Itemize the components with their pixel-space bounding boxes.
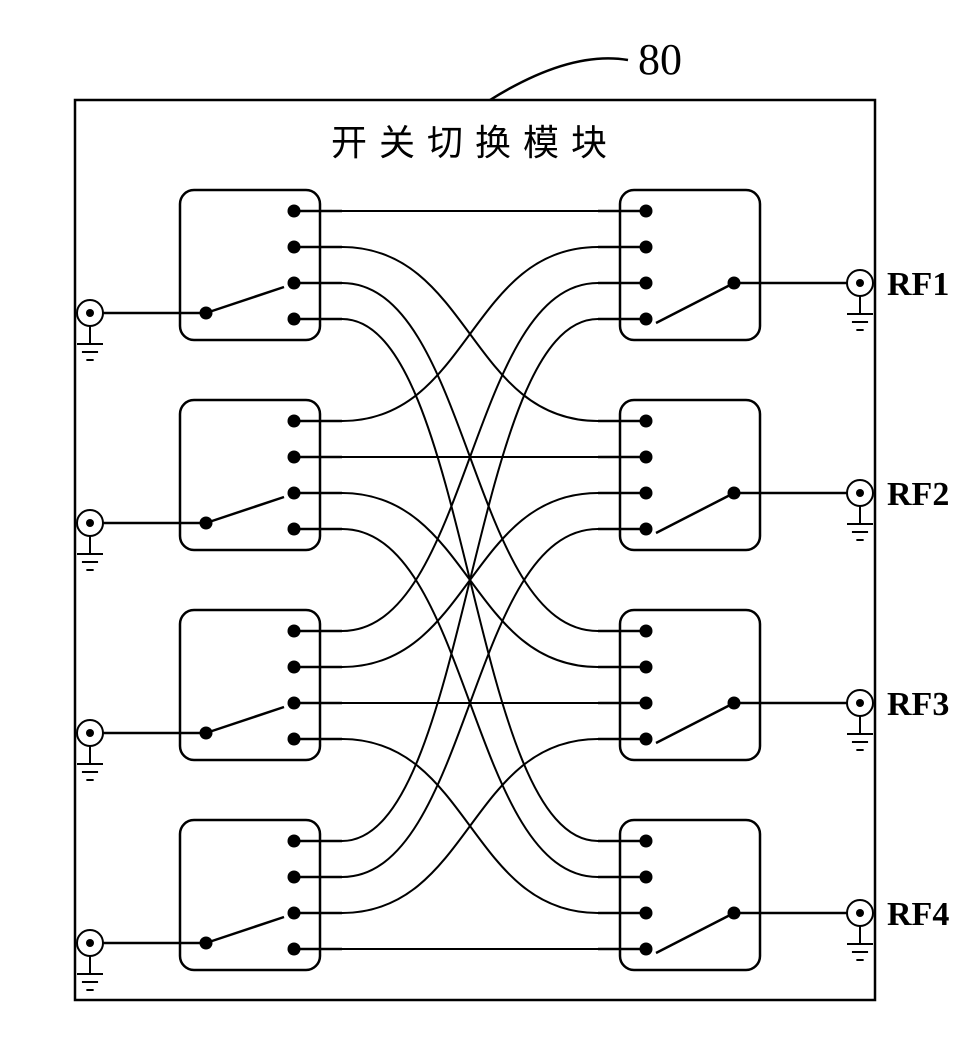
module-title: 开关切换模块 — [331, 123, 619, 163]
diagram-svg: 80 开关切换模块 RF1 RF2 RF3 RF4 — [20, 20, 954, 1020]
switch-module-diagram: 80 开关切换模块 RF1 RF2 RF3 RF4 — [20, 20, 954, 1020]
port-label-rf3: RF3 — [887, 686, 949, 723]
port-label-rf1: RF1 — [887, 266, 949, 303]
port-label-rf2: RF2 — [887, 476, 949, 513]
port-label-rf4: RF4 — [887, 896, 949, 933]
reference-number: 80 — [638, 35, 682, 84]
